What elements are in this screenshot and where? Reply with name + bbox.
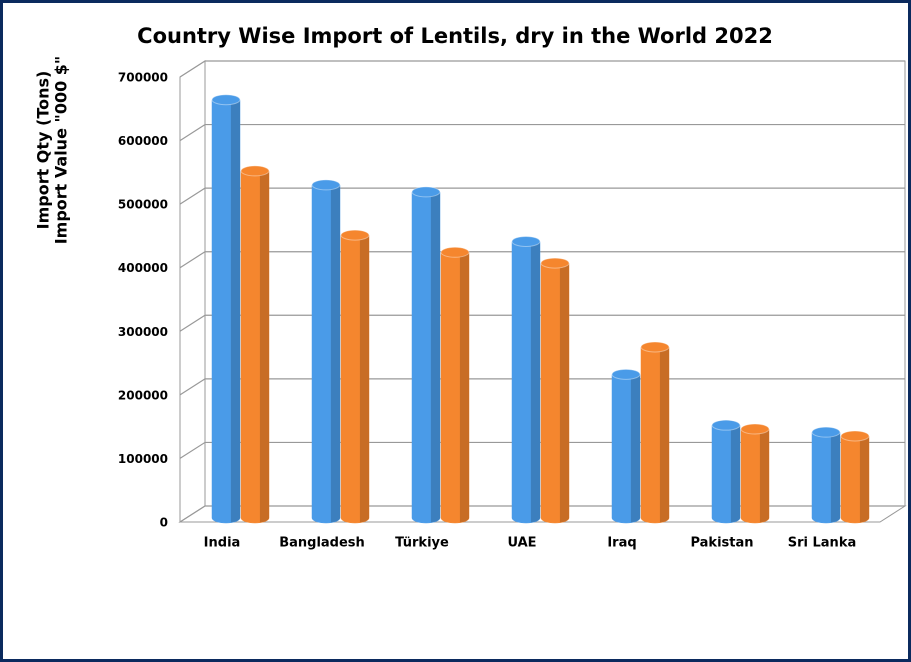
y-tick-label: 100000 bbox=[118, 452, 168, 466]
x-tick-label: Pakistan bbox=[690, 536, 753, 551]
bar bbox=[840, 430, 870, 524]
y-tick-label: 600000 bbox=[118, 134, 168, 148]
grid-line bbox=[179, 378, 905, 396]
grid-line bbox=[179, 60, 905, 78]
y-tick-label: 300000 bbox=[118, 325, 168, 339]
x-tick-label: UAE bbox=[507, 536, 536, 551]
y-axis-label: Import Value "000 $" bbox=[52, 56, 71, 245]
grid-line bbox=[179, 441, 905, 459]
bar bbox=[540, 257, 570, 524]
grid-line bbox=[179, 251, 905, 269]
y-tick-label: 400000 bbox=[118, 261, 168, 275]
bar bbox=[440, 246, 470, 524]
bar bbox=[240, 165, 270, 524]
side-wall bbox=[179, 60, 206, 523]
bar bbox=[811, 426, 841, 524]
grid-line bbox=[179, 314, 905, 332]
bar bbox=[311, 179, 341, 524]
bar bbox=[211, 94, 241, 524]
grid-line bbox=[179, 505, 905, 523]
bar bbox=[411, 186, 441, 524]
bar bbox=[340, 229, 370, 524]
x-tick-label: India bbox=[204, 536, 241, 551]
bar bbox=[511, 235, 541, 524]
bar bbox=[640, 341, 670, 524]
x-tick-label: Sri Lanka bbox=[788, 536, 857, 551]
x-tick-label: Bangladesh bbox=[279, 536, 365, 551]
chart-title: Country Wise Import of Lentils, dry in t… bbox=[137, 24, 773, 48]
bar bbox=[611, 368, 641, 524]
x-tick-label: Türkiye bbox=[395, 536, 449, 551]
x-tick-label: Iraq bbox=[607, 536, 636, 551]
y-tick-label: 0 bbox=[160, 516, 168, 530]
y-axis-label: Import Qty (Tons) bbox=[34, 71, 53, 230]
bar bbox=[740, 423, 770, 524]
y-tick-label: 200000 bbox=[118, 388, 168, 402]
bar bbox=[711, 419, 741, 524]
grid-line bbox=[179, 123, 905, 142]
y-tick-label: 500000 bbox=[118, 198, 168, 212]
grid-line bbox=[179, 187, 905, 205]
y-tick-label: 700000 bbox=[118, 71, 168, 85]
